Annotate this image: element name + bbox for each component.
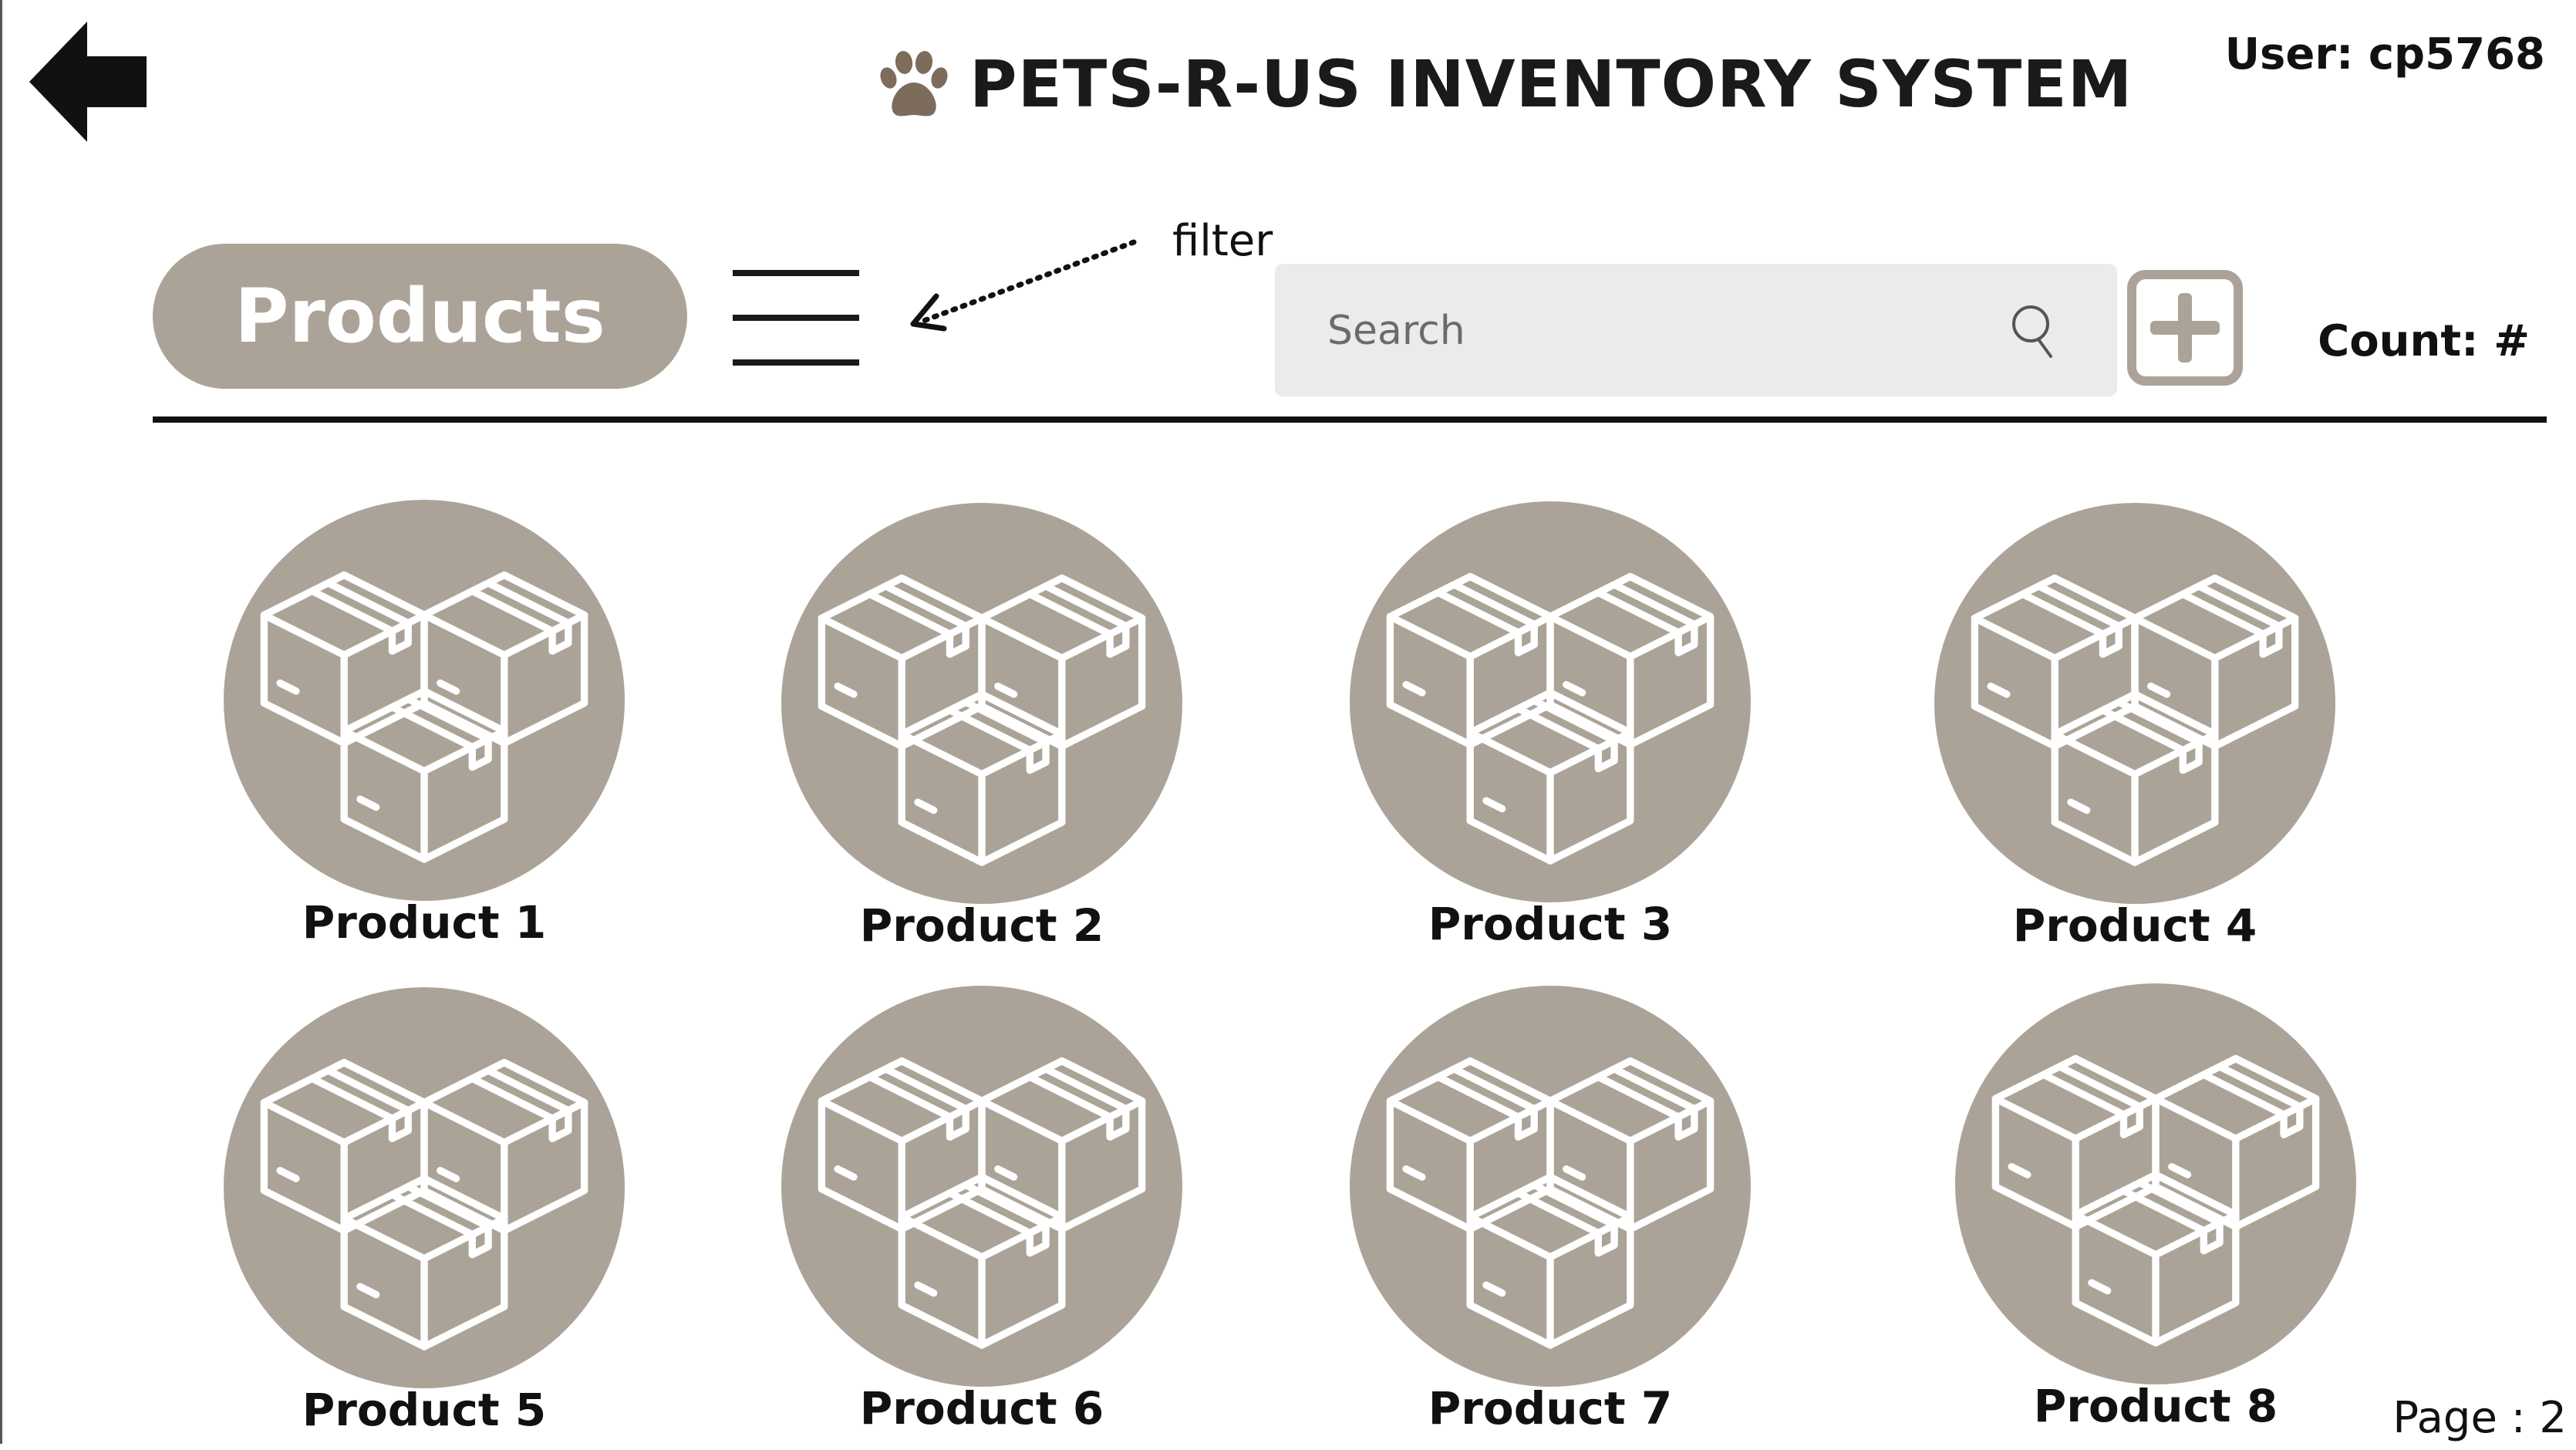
product-name: Product 4 xyxy=(2012,899,2257,952)
product-image xyxy=(1955,983,2356,1384)
search-icon[interactable] xyxy=(2006,301,2065,359)
product-name: Product 5 xyxy=(302,1384,547,1436)
boxes-icon xyxy=(256,543,592,879)
search-box[interactable] xyxy=(1275,264,2117,398)
product-card-4[interactable]: Product 4 xyxy=(1934,503,2335,966)
product-image xyxy=(1350,501,1751,902)
dotted-arrow-icon xyxy=(910,239,1137,332)
page-title: PETS-R-US INVENTORY SYSTEM xyxy=(969,46,2133,122)
page-indicator: Page : 2 xyxy=(2392,1393,2567,1443)
product-card-8[interactable]: Product 8 xyxy=(1955,983,2356,1446)
products-section-button[interactable]: Products xyxy=(153,244,687,389)
left-edge-border xyxy=(0,0,2,1444)
boxes-icon xyxy=(1382,545,1718,881)
search-input[interactable] xyxy=(1326,264,1992,398)
product-card-2[interactable]: Product 2 xyxy=(781,503,1182,966)
product-image xyxy=(781,503,1182,904)
product-name: Product 7 xyxy=(1428,1382,1673,1435)
user-label: User: cp5768 xyxy=(2224,29,2545,79)
add-product-button[interactable] xyxy=(2127,270,2243,386)
product-card-5[interactable]: Product 5 xyxy=(224,987,625,1450)
product-name: Product 3 xyxy=(1428,898,1673,950)
plus-icon xyxy=(2150,293,2220,362)
product-card-7[interactable]: Product 7 xyxy=(1350,986,1751,1448)
product-image xyxy=(224,987,625,1388)
product-name: Product 2 xyxy=(859,899,1104,952)
filter-menu-button[interactable] xyxy=(733,270,859,366)
product-name: Product 6 xyxy=(859,1382,1104,1435)
hamburger-menu-icon-line-3 xyxy=(733,359,859,366)
product-image xyxy=(781,986,1182,1387)
boxes-icon xyxy=(256,1030,592,1367)
arrow-left-icon xyxy=(29,22,147,142)
boxes-icon xyxy=(814,1029,1150,1365)
filter-annotation: filter xyxy=(1172,216,1273,266)
product-card-1[interactable]: Product 1 xyxy=(224,500,625,963)
product-card-3[interactable]: Product 3 xyxy=(1350,501,1751,964)
app-header: PETS-R-US INVENTORY SYSTEM xyxy=(875,42,2133,126)
header-divider xyxy=(153,416,2547,423)
boxes-icon xyxy=(1988,1027,2324,1363)
product-name: Product 8 xyxy=(2033,1380,2278,1432)
product-name: Product 1 xyxy=(302,896,547,949)
hamburger-menu-icon-line-2 xyxy=(733,315,859,321)
count-label: Count: # xyxy=(2318,316,2530,366)
product-image xyxy=(1350,986,1751,1387)
paw-icon xyxy=(880,51,948,116)
boxes-icon xyxy=(814,546,1150,882)
product-image xyxy=(224,500,625,901)
boxes-icon xyxy=(1382,1029,1718,1365)
product-card-6[interactable]: Product 6 xyxy=(781,986,1182,1448)
product-image xyxy=(1934,503,2335,904)
hamburger-menu-icon-line-1 xyxy=(733,270,859,276)
back-button[interactable] xyxy=(29,22,150,142)
boxes-icon xyxy=(1967,546,2303,882)
